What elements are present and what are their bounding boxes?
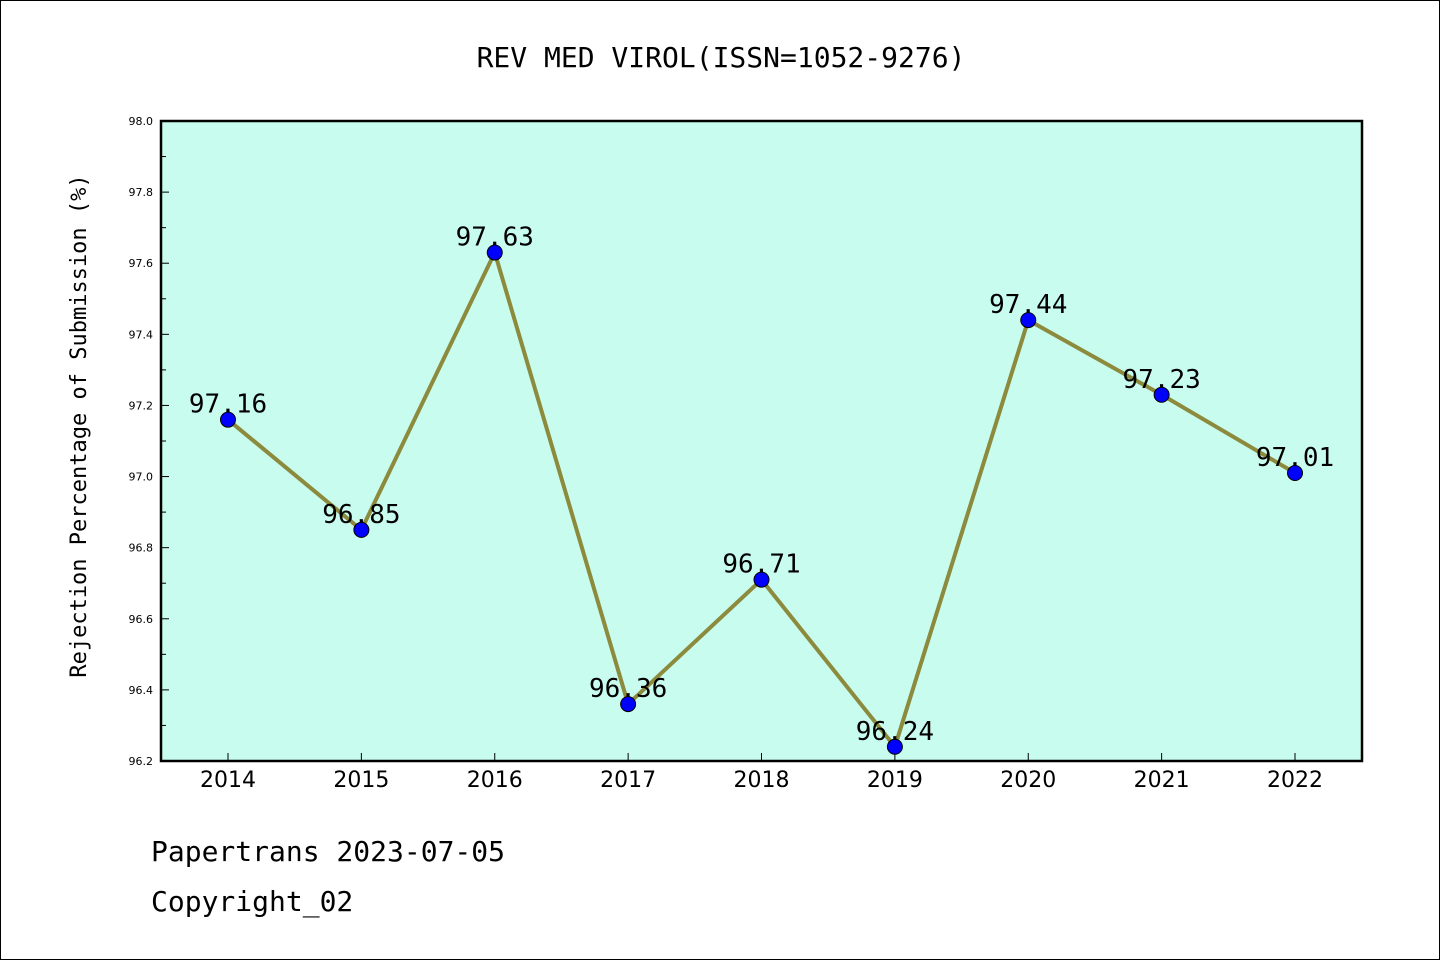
data-point-marker bbox=[1287, 465, 1303, 481]
x-tick-label: 2021 bbox=[1134, 768, 1190, 793]
data-point-marker bbox=[753, 571, 770, 588]
x-tick-label: 2017 bbox=[600, 768, 656, 793]
footer-papertrans-date: Papertrans 2023-07-05 bbox=[151, 835, 506, 868]
y-tick-label: 97.2 bbox=[129, 399, 154, 412]
data-point-marker bbox=[886, 738, 903, 755]
data-label: 96.85 bbox=[322, 500, 400, 530]
data-label: 96.36 bbox=[589, 674, 667, 704]
y-tick-label: 96.8 bbox=[129, 542, 154, 555]
data-point-marker bbox=[1020, 312, 1037, 329]
chart-title: REV MED VIROL(ISSN=1052-9276) bbox=[477, 41, 966, 74]
data-label: 97.16 bbox=[189, 390, 267, 420]
footer-copyright: Copyright_02 bbox=[151, 885, 354, 918]
x-tick-label: 2019 bbox=[867, 768, 923, 793]
data-point-marker bbox=[220, 411, 236, 428]
data-label: 97.23 bbox=[1122, 365, 1200, 395]
y-axis: 96.2 96.4 96.6 96.8 97.0 97.2 97.4 97.6 97.8 98.0 bbox=[129, 115, 169, 768]
data-point-marker bbox=[1153, 386, 1170, 403]
y-tick-label: 97.8 bbox=[129, 186, 154, 199]
data-label: 97.01 bbox=[1256, 443, 1334, 473]
x-tick-label: 2016 bbox=[467, 768, 523, 793]
y-tick-label: 97.4 bbox=[129, 328, 154, 341]
data-label: 97.63 bbox=[456, 223, 534, 253]
series-line-group: 97.16 96.85 97.63 96.36 96.71 96.24 97.44 97.23… bbox=[189, 223, 1334, 755]
x-axis: 2014 2015 2016 2017 2018 2019 2020 2021 2022 bbox=[200, 753, 1323, 793]
data-label: 97.44 bbox=[989, 290, 1067, 320]
x-tick-label: 2018 bbox=[734, 768, 790, 793]
x-tick-label: 2014 bbox=[200, 768, 256, 793]
y-tick-label: 96.6 bbox=[129, 613, 154, 626]
y-tick-label: 96.4 bbox=[129, 684, 154, 697]
data-point-marker bbox=[353, 521, 370, 538]
y-tick-label: 96.2 bbox=[129, 755, 154, 768]
plot-area bbox=[159, 119, 1364, 763]
y-tick-label: 98.0 bbox=[129, 115, 154, 128]
data-point-marker bbox=[486, 244, 503, 261]
y-axis-label: Rejection Percentage of Submission (%) bbox=[67, 174, 92, 677]
x-tick-label: 2020 bbox=[1000, 768, 1056, 793]
y-tick-label: 97.0 bbox=[129, 471, 154, 484]
x-tick-label: 2022 bbox=[1267, 768, 1323, 793]
y-tick-label: 97.6 bbox=[129, 257, 154, 270]
data-point-marker bbox=[620, 696, 637, 713]
data-label: 96.71 bbox=[722, 550, 800, 580]
x-tick-label: 2015 bbox=[333, 768, 389, 793]
data-label: 96.24 bbox=[856, 717, 934, 747]
